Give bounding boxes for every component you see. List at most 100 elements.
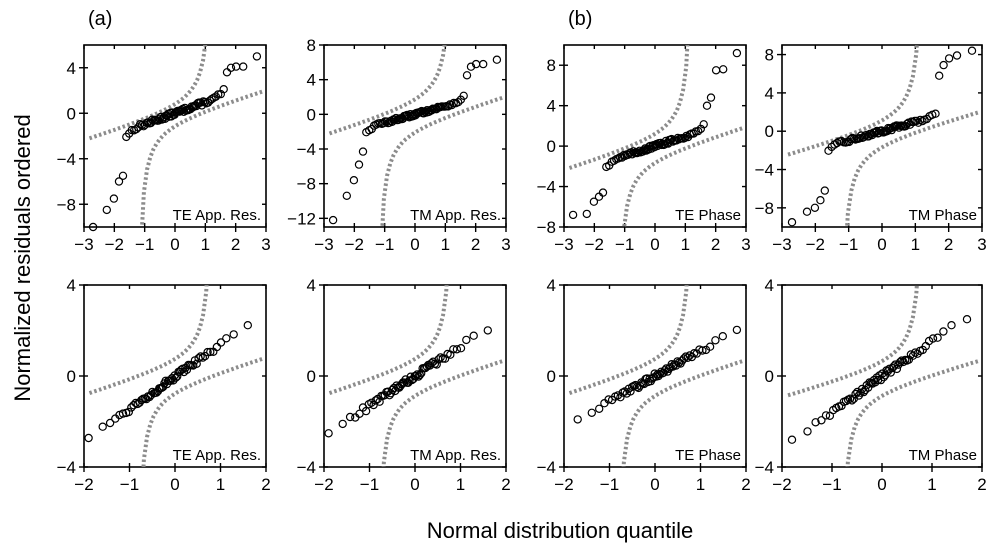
residual-point: [939, 327, 948, 336]
residual-point: [811, 418, 820, 427]
x-tick-label: 2: [977, 475, 986, 494]
y-tick-label: 4: [547, 276, 556, 295]
envelope-upper: [568, 45, 690, 170]
residual-point: [354, 160, 364, 169]
residual-point: [582, 209, 592, 219]
residual-point: [361, 406, 371, 416]
residual-point: [456, 344, 466, 353]
residual-point: [616, 393, 625, 402]
envelope-upper: [328, 285, 449, 395]
x-tick-label: 0: [410, 475, 419, 494]
envelope: [328, 285, 503, 467]
residual-point: [732, 48, 742, 58]
x-tick-label: 0: [170, 235, 179, 254]
residual-point: [462, 71, 472, 80]
envelope-lower: [845, 110, 979, 227]
y-tick-label: 0: [765, 367, 774, 386]
y-tick-label: −4: [57, 150, 76, 169]
x-tick-label: 2: [261, 475, 270, 494]
residual-point: [816, 195, 825, 205]
residual-point: [198, 353, 207, 362]
residual-point: [821, 411, 831, 420]
x-tick-label: −2: [585, 235, 604, 254]
residual-point: [787, 217, 797, 227]
panel-7: −2 −1 0 1 2 −4 0 4 TE Phase: [537, 276, 751, 494]
residual-point: [859, 387, 868, 397]
residual-points: [787, 315, 972, 444]
residual-point: [118, 409, 128, 418]
residual-point: [84, 433, 93, 443]
residual-point: [342, 191, 351, 200]
x-tick-label: −1: [839, 235, 858, 254]
residual-point: [459, 91, 468, 101]
x-tick-label: −2: [314, 475, 333, 494]
x-tick-label: 0: [877, 235, 886, 254]
residual-point: [681, 352, 691, 361]
residual-point: [124, 407, 134, 417]
residual-point: [252, 52, 262, 61]
residual-point: [192, 359, 201, 368]
x-tick-label: 0: [410, 235, 419, 254]
residual-point: [689, 129, 698, 138]
residual-point: [114, 177, 124, 186]
x-tick-label: 0: [170, 475, 179, 494]
panel-1: −3 −2 −1 0 1 2 3 −8 −4 0 4 TE App. Res.: [57, 44, 271, 254]
residual-point: [222, 334, 231, 343]
x-tick-label: −2: [806, 235, 825, 254]
envelope-lower: [380, 95, 503, 227]
residual-point: [705, 342, 715, 351]
x-tick-label: 2: [501, 475, 510, 494]
residual-point: [589, 197, 599, 206]
residual-points: [324, 326, 492, 438]
residual-point: [598, 188, 608, 197]
x-tick-label: −2: [345, 235, 364, 254]
residual-point: [827, 142, 836, 152]
panel-2: −3 −2 −1 0 1 2 3 −12 −8 −4 0 4 8 TM App. Res.: [287, 36, 511, 254]
x-tick-label: −1: [360, 475, 379, 494]
envelope: [787, 45, 979, 227]
residual-point: [231, 62, 241, 71]
envelope: [568, 45, 744, 227]
residual-point: [200, 97, 210, 107]
x-tick-label: 1: [681, 235, 690, 254]
residual-point: [845, 394, 855, 403]
x-tick-label: 2: [231, 235, 240, 254]
residual-point: [88, 222, 98, 232]
x-axis-title: Normal distribution quantile: [427, 518, 694, 543]
residual-point: [803, 427, 812, 436]
x-tick-label: 1: [927, 475, 936, 494]
residual-point: [432, 360, 441, 369]
residual-point: [871, 378, 880, 387]
residual-point: [573, 415, 582, 424]
panel-frame: [83, 44, 267, 228]
envelope: [88, 45, 263, 227]
y-tick-label: −4: [57, 458, 76, 477]
residual-point: [859, 132, 868, 142]
y-tick-label: −4: [755, 161, 774, 180]
residual-point: [206, 347, 215, 357]
panel-5: −2 −1 0 1 2 −4 0 4 TE App. Res.: [57, 276, 271, 494]
residual-point: [841, 396, 851, 406]
residual-point: [188, 103, 197, 112]
residual-point: [892, 364, 902, 374]
panel-annotation: TE Phase: [675, 447, 741, 464]
residual-point: [702, 101, 712, 110]
y-tick-label: 4: [547, 97, 556, 116]
y-tick-label: 4: [307, 276, 316, 295]
residual-point: [98, 422, 107, 431]
envelope-upper: [787, 285, 919, 398]
residual-points: [787, 46, 977, 227]
residual-point: [492, 55, 502, 64]
residual-point: [212, 342, 222, 352]
residual-point: [944, 54, 954, 63]
residual-point: [216, 338, 226, 347]
residual-point: [666, 135, 675, 145]
x-tick-label: 2: [741, 475, 750, 494]
residual-point: [338, 419, 347, 429]
x-tick-label: 3: [261, 235, 270, 254]
residual-point: [817, 416, 826, 425]
residual-points: [88, 52, 262, 232]
residual-point: [683, 353, 692, 362]
residual-point: [392, 381, 401, 390]
y-tick-label: 0: [67, 104, 76, 123]
